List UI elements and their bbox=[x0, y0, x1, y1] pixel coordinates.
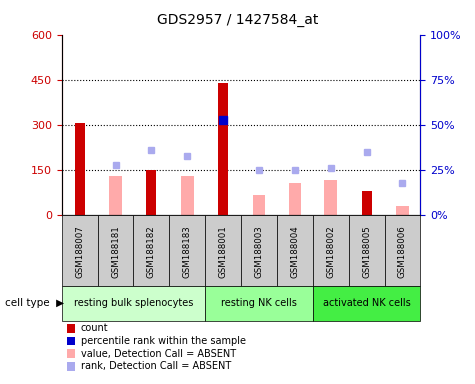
Text: GDS2957 / 1427584_at: GDS2957 / 1427584_at bbox=[157, 13, 318, 27]
Text: percentile rank within the sample: percentile rank within the sample bbox=[81, 336, 246, 346]
Bar bbox=[109, 176, 122, 215]
Text: GSM188005: GSM188005 bbox=[362, 226, 371, 278]
Bar bbox=[181, 176, 193, 215]
Text: GSM188004: GSM188004 bbox=[290, 226, 299, 278]
Text: GSM188183: GSM188183 bbox=[183, 226, 192, 278]
Text: rank, Detection Call = ABSENT: rank, Detection Call = ABSENT bbox=[81, 361, 231, 371]
Text: cell type  ▶: cell type ▶ bbox=[5, 298, 64, 308]
Text: count: count bbox=[81, 323, 108, 333]
Text: GSM188003: GSM188003 bbox=[255, 226, 264, 278]
Bar bbox=[289, 184, 301, 215]
Bar bbox=[75, 123, 85, 215]
Text: GSM188002: GSM188002 bbox=[326, 226, 335, 278]
Text: GSM188001: GSM188001 bbox=[218, 226, 228, 278]
Bar bbox=[218, 83, 228, 215]
Bar bbox=[146, 170, 156, 215]
Text: GSM188182: GSM188182 bbox=[147, 226, 156, 278]
Text: GSM188007: GSM188007 bbox=[75, 226, 84, 278]
Text: resting NK cells: resting NK cells bbox=[221, 298, 297, 308]
Bar bbox=[396, 206, 408, 215]
Text: GSM188006: GSM188006 bbox=[398, 226, 407, 278]
Bar bbox=[324, 180, 337, 215]
Bar bbox=[361, 191, 371, 215]
Text: activated NK cells: activated NK cells bbox=[323, 298, 410, 308]
Text: value, Detection Call = ABSENT: value, Detection Call = ABSENT bbox=[81, 349, 236, 359]
Text: resting bulk splenocytes: resting bulk splenocytes bbox=[74, 298, 193, 308]
Text: GSM188181: GSM188181 bbox=[111, 226, 120, 278]
Bar bbox=[253, 195, 265, 215]
